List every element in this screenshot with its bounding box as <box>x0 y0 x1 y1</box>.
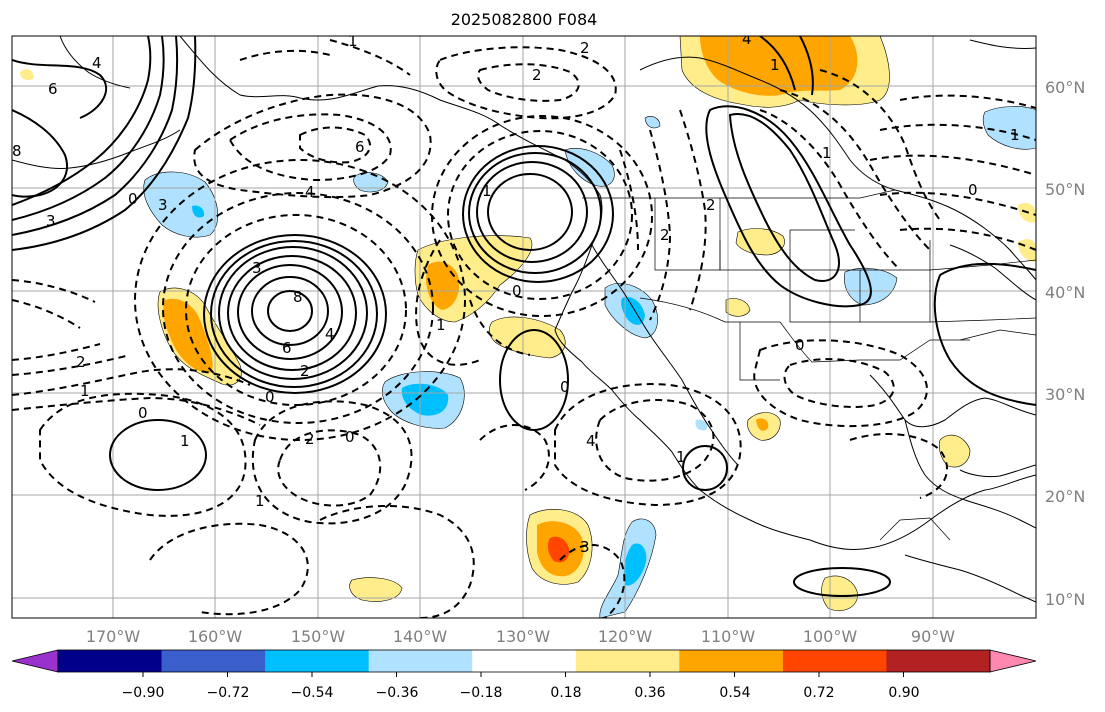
lon-label: 100°W <box>803 627 858 646</box>
contour-label: 2 <box>532 66 542 84</box>
contour-label: 1 <box>1010 126 1020 144</box>
lat-label: 20°N <box>1045 487 1085 506</box>
contour-label: 6 <box>282 339 292 357</box>
lat-label: 10°N <box>1045 590 1085 609</box>
lon-label: 90°W <box>911 627 955 646</box>
contour-label: 0 <box>795 336 805 354</box>
contour-label: 1 <box>255 492 265 510</box>
colorbar-segment <box>989 649 1037 673</box>
map-panel: 6 4 8 3 0 6 4 3 2 1 0 1 3 8 6 4 2 0 2 1 … <box>12 30 1036 618</box>
contour-label: 6 <box>355 138 365 156</box>
contour-label: 1 <box>482 182 492 200</box>
colorbar-segment <box>472 650 577 672</box>
colorbar-segment <box>161 650 266 672</box>
contour-label: 1 <box>436 316 446 334</box>
contour-label: 0 <box>128 190 138 208</box>
colorbar-segment <box>575 650 680 672</box>
colorbar-segment <box>11 649 59 673</box>
contour-label: 0 <box>138 404 148 422</box>
lon-label: 150°W <box>291 627 346 646</box>
lon-label: 130°W <box>496 627 551 646</box>
lat-label: 40°N <box>1045 283 1085 302</box>
colorbar-segment <box>368 650 473 672</box>
lat-label: 50°N <box>1045 180 1085 199</box>
contour-label: 4 <box>586 432 596 450</box>
colorbar-tick-label: 0.90 <box>888 685 919 701</box>
lon-label: 120°W <box>598 627 653 646</box>
political-borders <box>582 189 1036 541</box>
contour-label: 2 <box>660 226 670 244</box>
colorbar-segment <box>265 650 370 672</box>
colorbar-tick-labels: −0.90 −0.72 −0.54 −0.36 −0.18 0.18 0.36 … <box>122 685 920 701</box>
contour-lines <box>12 36 1036 618</box>
contour-label: 1 <box>676 448 686 466</box>
colorbar-tick-label: −0.54 <box>291 685 334 701</box>
colorbar-tick-label: 0.36 <box>634 685 665 701</box>
contour-label: 2 <box>580 39 590 57</box>
contour-label: 3 <box>580 538 590 556</box>
colorbar-tick-label: 0.72 <box>803 685 834 701</box>
colorbar-segment <box>58 650 163 672</box>
contour-label: 0 <box>265 388 275 406</box>
latitude-labels: 60°N 50°N 40°N 30°N 20°N 10°N <box>1045 78 1085 609</box>
colorbar-tick-label: −0.36 <box>376 685 419 701</box>
colorbar <box>11 649 1037 677</box>
contour-label: 3 <box>252 259 262 277</box>
contour-label: 2 <box>300 362 310 380</box>
contour-label: 2 <box>305 430 315 448</box>
lat-label: 30°N <box>1045 385 1085 404</box>
lon-label: 140°W <box>393 627 448 646</box>
contour-label: 4 <box>742 30 752 48</box>
coastlines <box>12 36 1036 603</box>
colorbar-tick-label: −0.18 <box>460 685 503 701</box>
lon-label: 160°W <box>188 627 243 646</box>
lat-label: 60°N <box>1045 78 1085 97</box>
contour-label: 8 <box>293 288 303 306</box>
contour-label: 8 <box>12 142 22 160</box>
colorbar-tick-label: 0.54 <box>719 685 750 701</box>
map-frame <box>11 35 1037 619</box>
contour-label: 6 <box>48 80 58 98</box>
colorbar-segment <box>679 650 784 672</box>
contour-label: 4 <box>305 183 315 201</box>
contour-label: 0 <box>560 378 570 396</box>
contour-label: 4 <box>92 54 102 72</box>
contour-label: 2 <box>706 196 716 214</box>
colorbar-tick-label: −0.90 <box>122 685 165 701</box>
lon-label: 110°W <box>701 627 756 646</box>
contour-label: 0 <box>968 181 978 199</box>
contour-label: 1 <box>822 144 832 162</box>
colorbar-segment <box>886 650 991 672</box>
contour-label: 1 <box>770 56 780 74</box>
lon-label: 170°W <box>86 627 141 646</box>
contour-label: 1 <box>348 32 358 50</box>
contour-label: 1 <box>180 432 190 450</box>
graticule <box>12 36 1036 618</box>
contour-label: 2 <box>76 353 86 371</box>
figure-title: 2025082800 F084 <box>451 10 598 29</box>
contour-labels: 6 4 8 3 0 6 4 3 2 1 0 1 3 8 6 4 2 0 2 1 … <box>12 30 1020 556</box>
colorbar-tick-label: −0.72 <box>207 685 250 701</box>
contour-label: 1 <box>80 382 90 400</box>
colorbar-frame <box>57 649 991 673</box>
contour-label: 3 <box>158 196 168 214</box>
colorbar-tick-label: 0.18 <box>550 685 581 701</box>
contour-label: 0 <box>512 282 522 300</box>
longitude-labels: 170°W 160°W 150°W 140°W 130°W 120°W 110°… <box>86 627 955 646</box>
contour-label: 0 <box>345 428 355 446</box>
colorbar-segment <box>782 650 887 672</box>
contour-label: 3 <box>46 212 56 230</box>
contour-label: 4 <box>325 325 335 343</box>
